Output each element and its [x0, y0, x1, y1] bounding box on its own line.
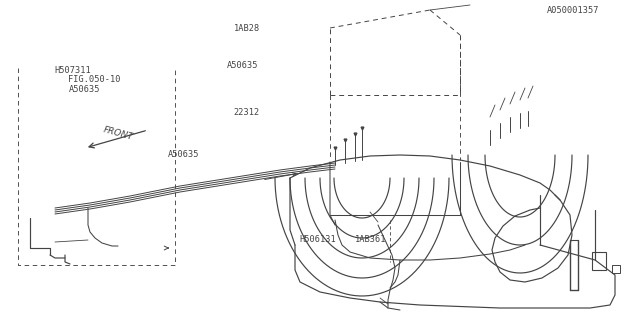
- Text: A50635: A50635: [168, 150, 199, 159]
- Text: 1AB28: 1AB28: [234, 24, 260, 33]
- Text: 1AB361: 1AB361: [355, 235, 387, 244]
- Text: A50635: A50635: [227, 61, 259, 70]
- Text: H507311: H507311: [54, 66, 91, 75]
- Bar: [592, 252, 606, 270]
- Text: A50635: A50635: [68, 85, 100, 94]
- Bar: [612, 265, 620, 273]
- Text: 22312: 22312: [234, 108, 260, 117]
- Text: A050001357: A050001357: [547, 6, 600, 15]
- Text: FRONT: FRONT: [102, 126, 134, 142]
- Text: FIG.050-10: FIG.050-10: [68, 76, 121, 84]
- Text: H506131: H506131: [300, 235, 336, 244]
